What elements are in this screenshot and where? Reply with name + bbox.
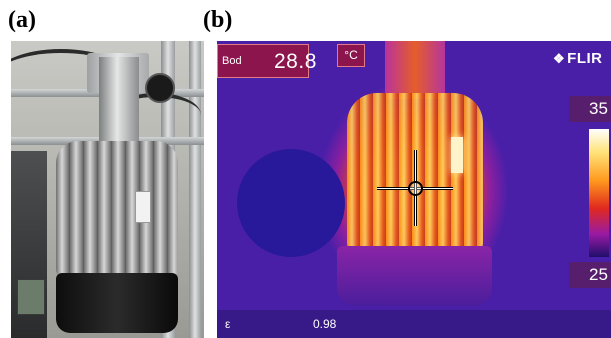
thermal-image: Bod 28.8 °C ❖ FLIR 35 25 ε 0.98 — [217, 41, 611, 338]
panel-b-label: (b) — [203, 7, 233, 33]
motor-base — [56, 273, 178, 333]
brand-name: FLIR — [567, 50, 603, 67]
cool-object — [237, 149, 345, 257]
thermal-motor-top — [385, 41, 445, 99]
hotspot — [451, 137, 463, 173]
emissivity-value: 0.98 — [313, 317, 337, 331]
spot-readout: Bod 28.8 — [217, 44, 316, 78]
motor-photo — [11, 41, 204, 338]
connector-knob — [145, 73, 175, 103]
emissivity-symbol: ε — [225, 317, 231, 331]
thermal-motor-base — [337, 246, 492, 306]
barcode-label — [135, 191, 151, 223]
crosshair-center — [408, 181, 423, 196]
panel-a-label: (a) — [8, 7, 36, 33]
color-scale-bar — [589, 129, 609, 257]
scale-max-value: 35 — [569, 96, 611, 122]
unit-label: °C — [337, 44, 365, 67]
motor-body — [56, 141, 178, 281]
frame-post — [189, 41, 201, 338]
flir-icon: ❖ — [553, 51, 566, 66]
cable — [11, 49, 131, 113]
emissivity-bar: ε 0.98 — [217, 310, 611, 338]
flir-logo: ❖ FLIR — [553, 50, 602, 67]
spot-label: Bod — [222, 55, 242, 67]
scale-min-value: 25 — [569, 262, 611, 288]
spot-temperature: 28.8 — [274, 50, 317, 73]
junction-box — [17, 279, 45, 315]
